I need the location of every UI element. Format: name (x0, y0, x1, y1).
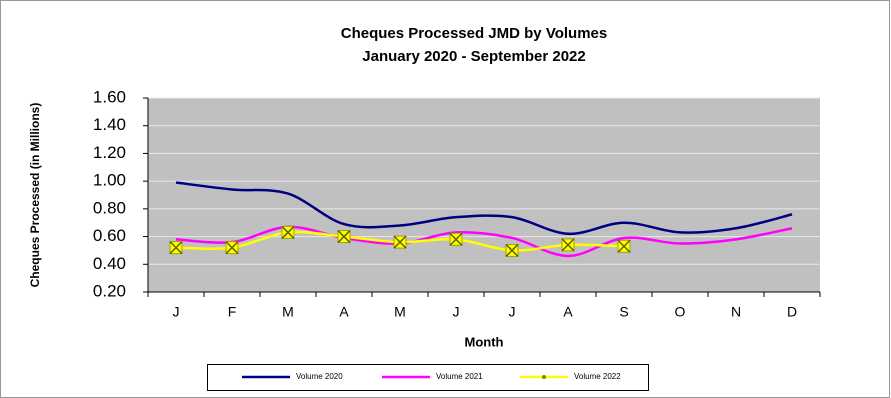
x-tick-label: F (228, 304, 237, 320)
y-tick-label: 0.20 (93, 281, 126, 300)
marker (225, 241, 239, 255)
x-tick-label: O (675, 304, 686, 320)
marker (617, 239, 631, 253)
x-tick-label: M (394, 304, 406, 320)
marker-part (169, 241, 183, 255)
marker (449, 232, 463, 246)
x-tick-label: J (453, 304, 460, 320)
x-tick-label: N (731, 304, 741, 320)
marker (561, 238, 575, 252)
chart-subtitle: January 2020 - September 2022 (362, 48, 585, 65)
x-tick-label: J (509, 304, 516, 320)
marker-part (393, 235, 407, 249)
series-line (175, 181, 793, 236)
legend-label: Volume 2022 (574, 372, 621, 381)
marker-part (225, 241, 239, 255)
marker (505, 243, 519, 257)
plot-area (148, 98, 820, 292)
chart-title: Cheques Processed JMD by Volumes (341, 25, 607, 42)
marker (169, 241, 183, 255)
y-tick-label: 1.60 (93, 87, 126, 106)
y-axis-label: Cheques Processed (in Millions) (28, 103, 42, 288)
marker-part (337, 230, 351, 244)
marker (281, 225, 295, 239)
marker-part (281, 225, 295, 239)
marker (337, 230, 351, 244)
legend-marker (542, 375, 546, 379)
y-tick-label: 0.80 (93, 198, 126, 217)
y-tick-label: 1.20 (93, 143, 126, 162)
marker-part (505, 243, 519, 257)
y-tick-label: 1.00 (93, 171, 126, 190)
x-tick-label: S (619, 304, 628, 320)
legend-label: Volume 2020 (296, 372, 343, 381)
x-axis-label: Month (465, 334, 504, 349)
marker-part (449, 232, 463, 246)
marker-part (617, 239, 631, 253)
marker-part (561, 238, 575, 252)
x-tick-label: A (563, 304, 573, 320)
legend-label: Volume 2021 (436, 372, 483, 381)
y-tick-label: 0.60 (93, 226, 126, 245)
x-tick-label: J (173, 304, 180, 320)
x-tick-label: M (282, 304, 294, 320)
x-tick-label: A (339, 304, 349, 320)
x-tick-label: D (787, 304, 797, 320)
marker (393, 235, 407, 249)
y-tick-label: 0.40 (93, 254, 126, 273)
y-tick-label: 1.40 (93, 115, 126, 134)
